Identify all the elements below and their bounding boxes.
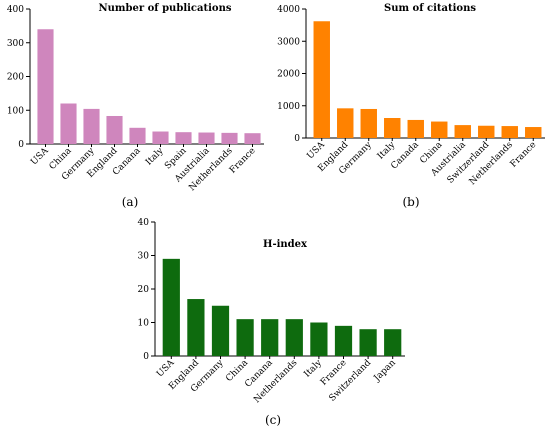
category-label: France	[228, 146, 258, 176]
chart-panel-2: Sum of citations01000200030004000USAEngl…	[277, 3, 545, 209]
bar-usa	[313, 21, 330, 139]
chart-panel-3: H-index010203040USAEnglandGermanyChinaCa…	[138, 218, 405, 427]
bar-italy	[152, 131, 169, 144]
chart-title: Sum of citations	[384, 3, 476, 14]
bar-france	[244, 133, 261, 144]
y-tick-label: 200	[7, 73, 24, 83]
category-label: Italy	[302, 357, 324, 379]
bar-france	[525, 127, 542, 138]
chart-title: H-index	[263, 239, 308, 250]
category-label: USA	[155, 358, 177, 380]
chart-title: Number of publications	[99, 3, 232, 14]
bar-canana	[129, 127, 146, 144]
bar-china	[431, 121, 448, 138]
bar-china	[236, 319, 254, 356]
y-tick-label: 3000	[277, 37, 300, 47]
panel-label: (c)	[265, 413, 281, 427]
y-tick-label: 400	[7, 5, 24, 15]
bar-switzerland	[478, 125, 495, 138]
y-tick-label: 2000	[277, 70, 300, 80]
bar-italy	[310, 322, 328, 356]
y-tick-label: 20	[138, 285, 150, 295]
y-tick-label: 10	[138, 319, 150, 329]
bar-usa	[162, 258, 180, 356]
category-label: Netherlands	[252, 358, 299, 405]
bar-netherlands	[285, 319, 303, 356]
y-tick-label: 100	[7, 106, 24, 116]
bar-canana	[261, 319, 279, 356]
y-tick-label: 300	[7, 39, 24, 49]
bar-italy	[384, 118, 401, 138]
y-tick-label: 0	[18, 140, 24, 150]
y-tick-label: 40	[138, 218, 150, 228]
bar-usa	[37, 29, 54, 144]
bar-netherlands	[501, 126, 518, 138]
bar-austrialia	[454, 125, 471, 138]
bar-netherlands	[221, 132, 238, 144]
bar-canada	[407, 119, 424, 138]
bar-china	[60, 103, 77, 144]
bar-germany	[360, 108, 377, 138]
bar-germany	[211, 305, 230, 356]
bar-austrialia	[198, 132, 215, 144]
y-tick-label: 0	[143, 352, 149, 362]
bar-germany	[83, 108, 100, 144]
category-label: Japan	[372, 358, 398, 384]
bar-england	[187, 299, 205, 356]
y-tick-label: 4000	[277, 5, 300, 15]
bar-spain	[175, 132, 192, 144]
bar-japan	[384, 329, 402, 356]
bar-switzerland	[359, 329, 377, 356]
chart-panel-1: Number of publications0100200300400USACh…	[7, 3, 264, 209]
bar-france	[334, 325, 353, 356]
bar-england	[106, 115, 123, 144]
panel-label: (b)	[402, 195, 419, 209]
y-tick-label: 1000	[277, 102, 300, 112]
y-tick-label: 0	[294, 134, 300, 144]
bar-england	[337, 108, 354, 138]
y-tick-label: 30	[138, 252, 150, 262]
category-label: France	[509, 140, 539, 170]
panel-label: (a)	[122, 195, 139, 209]
